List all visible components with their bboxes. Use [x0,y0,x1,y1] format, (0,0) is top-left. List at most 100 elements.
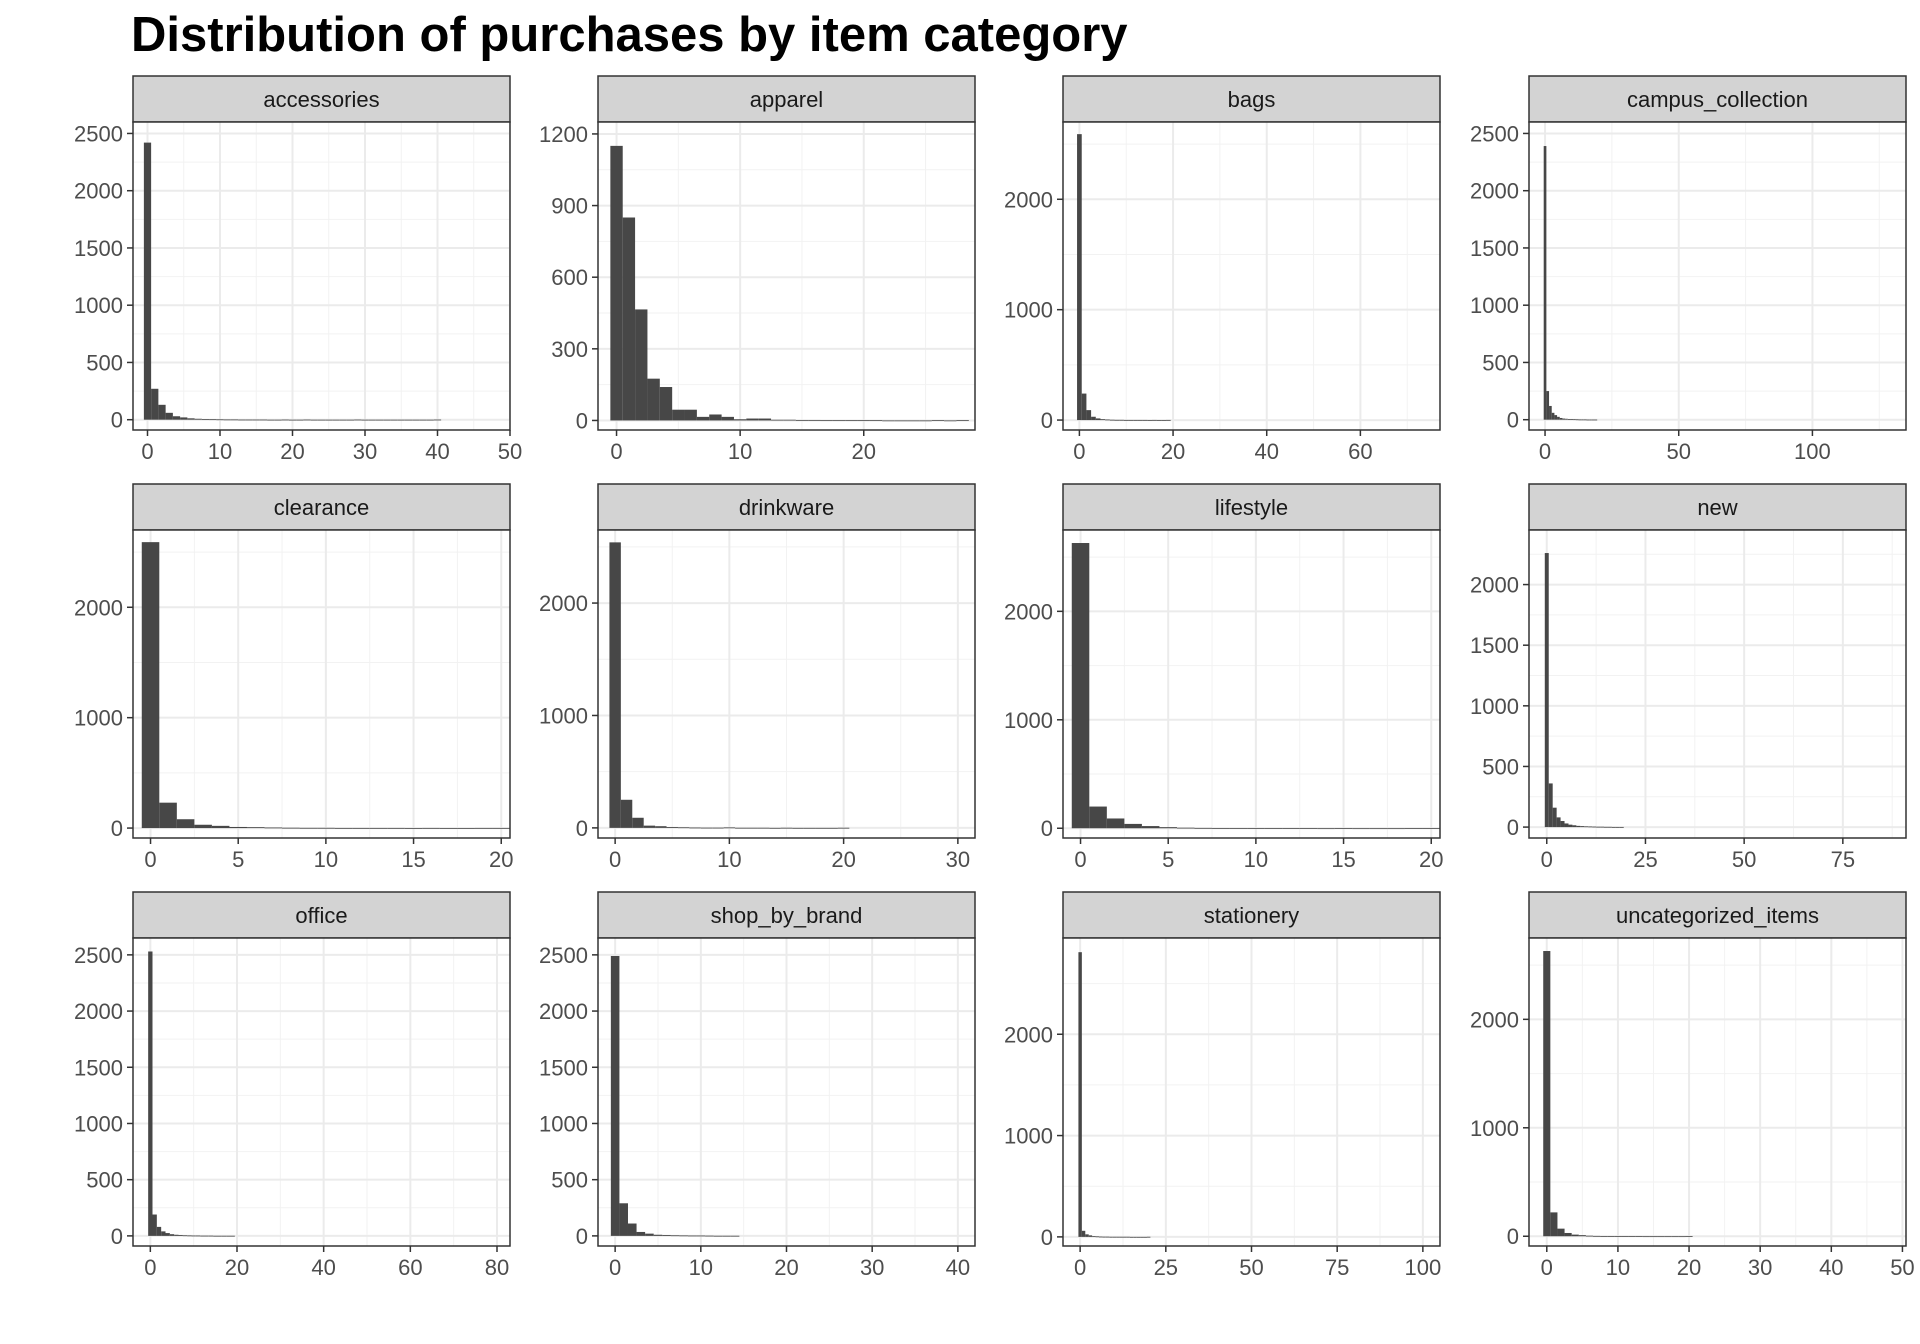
y-tick-label: 500 [1482,350,1519,375]
histogram-bar [165,412,173,420]
histogram-bar [696,416,710,421]
histogram-bar [148,951,153,1236]
y-tick-label: 1000 [1004,708,1053,733]
x-tick-label: 10 [1244,847,1268,872]
histogram-bar [931,420,945,422]
histogram-bar [274,419,282,421]
facet-lifestyle: lifestyle 0 5 10 15 20 0 1000 2000 [1004,483,1443,872]
histogram-bar [387,827,405,829]
facet-office: office 0 20 40 60 80 0 500 1000 1500 2000 2500 [74,891,511,1280]
y-tick-label: 0 [1507,1224,1519,1249]
histogram-bar [1119,1236,1123,1238]
histogram-bar [713,1235,723,1237]
histogram-bar [845,420,858,422]
histogram-bar [956,420,969,422]
histogram-bar [1369,828,1388,830]
y-tick-label: 0 [1041,408,1053,433]
histogram-bar [1095,1236,1099,1238]
histogram-bar [252,419,260,421]
histogram-bar [1129,1236,1134,1238]
histogram-bar [1086,410,1092,421]
histogram-bar [1556,817,1561,828]
facet-strip [1062,483,1441,531]
histogram-bar [857,420,870,422]
x-tick-label: 20 [1677,1255,1701,1280]
facet-strip-label: stationery [1204,903,1299,928]
y-tick-label: 1500 [539,1055,588,1080]
histogram-bar [259,419,268,421]
facet-apparel: apparel 0 10 20 0 300 600 900 1200 [539,75,976,464]
x-tick-label: 10 [689,1255,713,1280]
histogram-bar [635,309,648,421]
histogram-bar [474,827,493,829]
histogram-bar [169,1234,175,1236]
histogram-bar [619,1203,628,1236]
y-tick-label: 2000 [539,999,588,1024]
histogram-bar [1562,418,1566,420]
histogram-bar [310,419,318,421]
histogram-bar [296,419,304,421]
histogram-bar [217,1235,222,1237]
x-tick-label: 20 [1161,439,1185,464]
histogram-bar [769,827,781,829]
histogram-bar [808,419,821,421]
histogram-bar [1594,419,1598,421]
y-tick-label: 0 [111,408,123,433]
histogram-bar [832,420,846,422]
histogram-bar [627,1223,637,1236]
histogram-bar [245,419,253,421]
histogram-bar [204,1235,209,1237]
histogram-bar [1600,826,1605,828]
histogram-bar [151,388,159,420]
x-tick-label: 20 [280,439,304,464]
histogram-bar [659,387,673,421]
histogram-bar [1212,828,1230,829]
histogram-bar [792,827,804,829]
histogram-bar [191,1235,196,1237]
panel-border [1528,529,1907,839]
histogram-bar [1143,1236,1147,1238]
histogram-bar [1621,1236,1629,1237]
histogram-bar [815,827,827,829]
histogram-bar [1078,952,1082,1237]
x-tick-label: 5 [1162,847,1174,872]
histogram-bar [1282,828,1300,829]
histogram-bar [610,145,623,421]
panel-background [1529,122,1906,430]
histogram-bar [1122,1236,1127,1238]
histogram-bar [201,419,210,420]
histogram-bar [632,817,644,828]
y-tick-label: 2000 [1470,1007,1519,1032]
histogram-bar [1557,416,1560,420]
histogram-bar [1109,1236,1113,1238]
facet-strip [1062,891,1441,939]
y-tick-label: 2500 [1470,121,1519,146]
histogram-bar [404,828,423,829]
facet-strip-label: clearance [274,495,369,520]
x-tick-label: 100 [1405,1255,1442,1280]
y-tick-label: 1500 [1470,633,1519,658]
panel-background [1063,530,1440,838]
histogram-bar [1584,826,1589,828]
y-tick-label: 0 [1507,408,1519,433]
panel-border [1062,529,1441,839]
x-tick-label: 30 [946,847,970,872]
y-tick-label: 500 [86,350,123,375]
panel-background [133,122,510,430]
y-tick-label: 1000 [539,1111,588,1136]
histogram-bar [1543,146,1547,420]
x-tick-label: 20 [225,1255,249,1280]
histogram-bar [803,827,816,829]
x-tick-label: 80 [485,1255,509,1280]
histogram-bar [1387,828,1405,830]
x-tick-label: 20 [852,439,876,464]
facet-strip-label: shop_by_brand [711,903,863,928]
y-tick-label: 0 [1507,815,1519,840]
histogram-bar [1588,826,1593,828]
facet-strip [132,891,511,939]
histogram-bar [1596,826,1601,828]
histogram-bar [176,819,195,829]
x-tick-label: 20 [774,1255,798,1280]
histogram-bar [433,419,442,421]
